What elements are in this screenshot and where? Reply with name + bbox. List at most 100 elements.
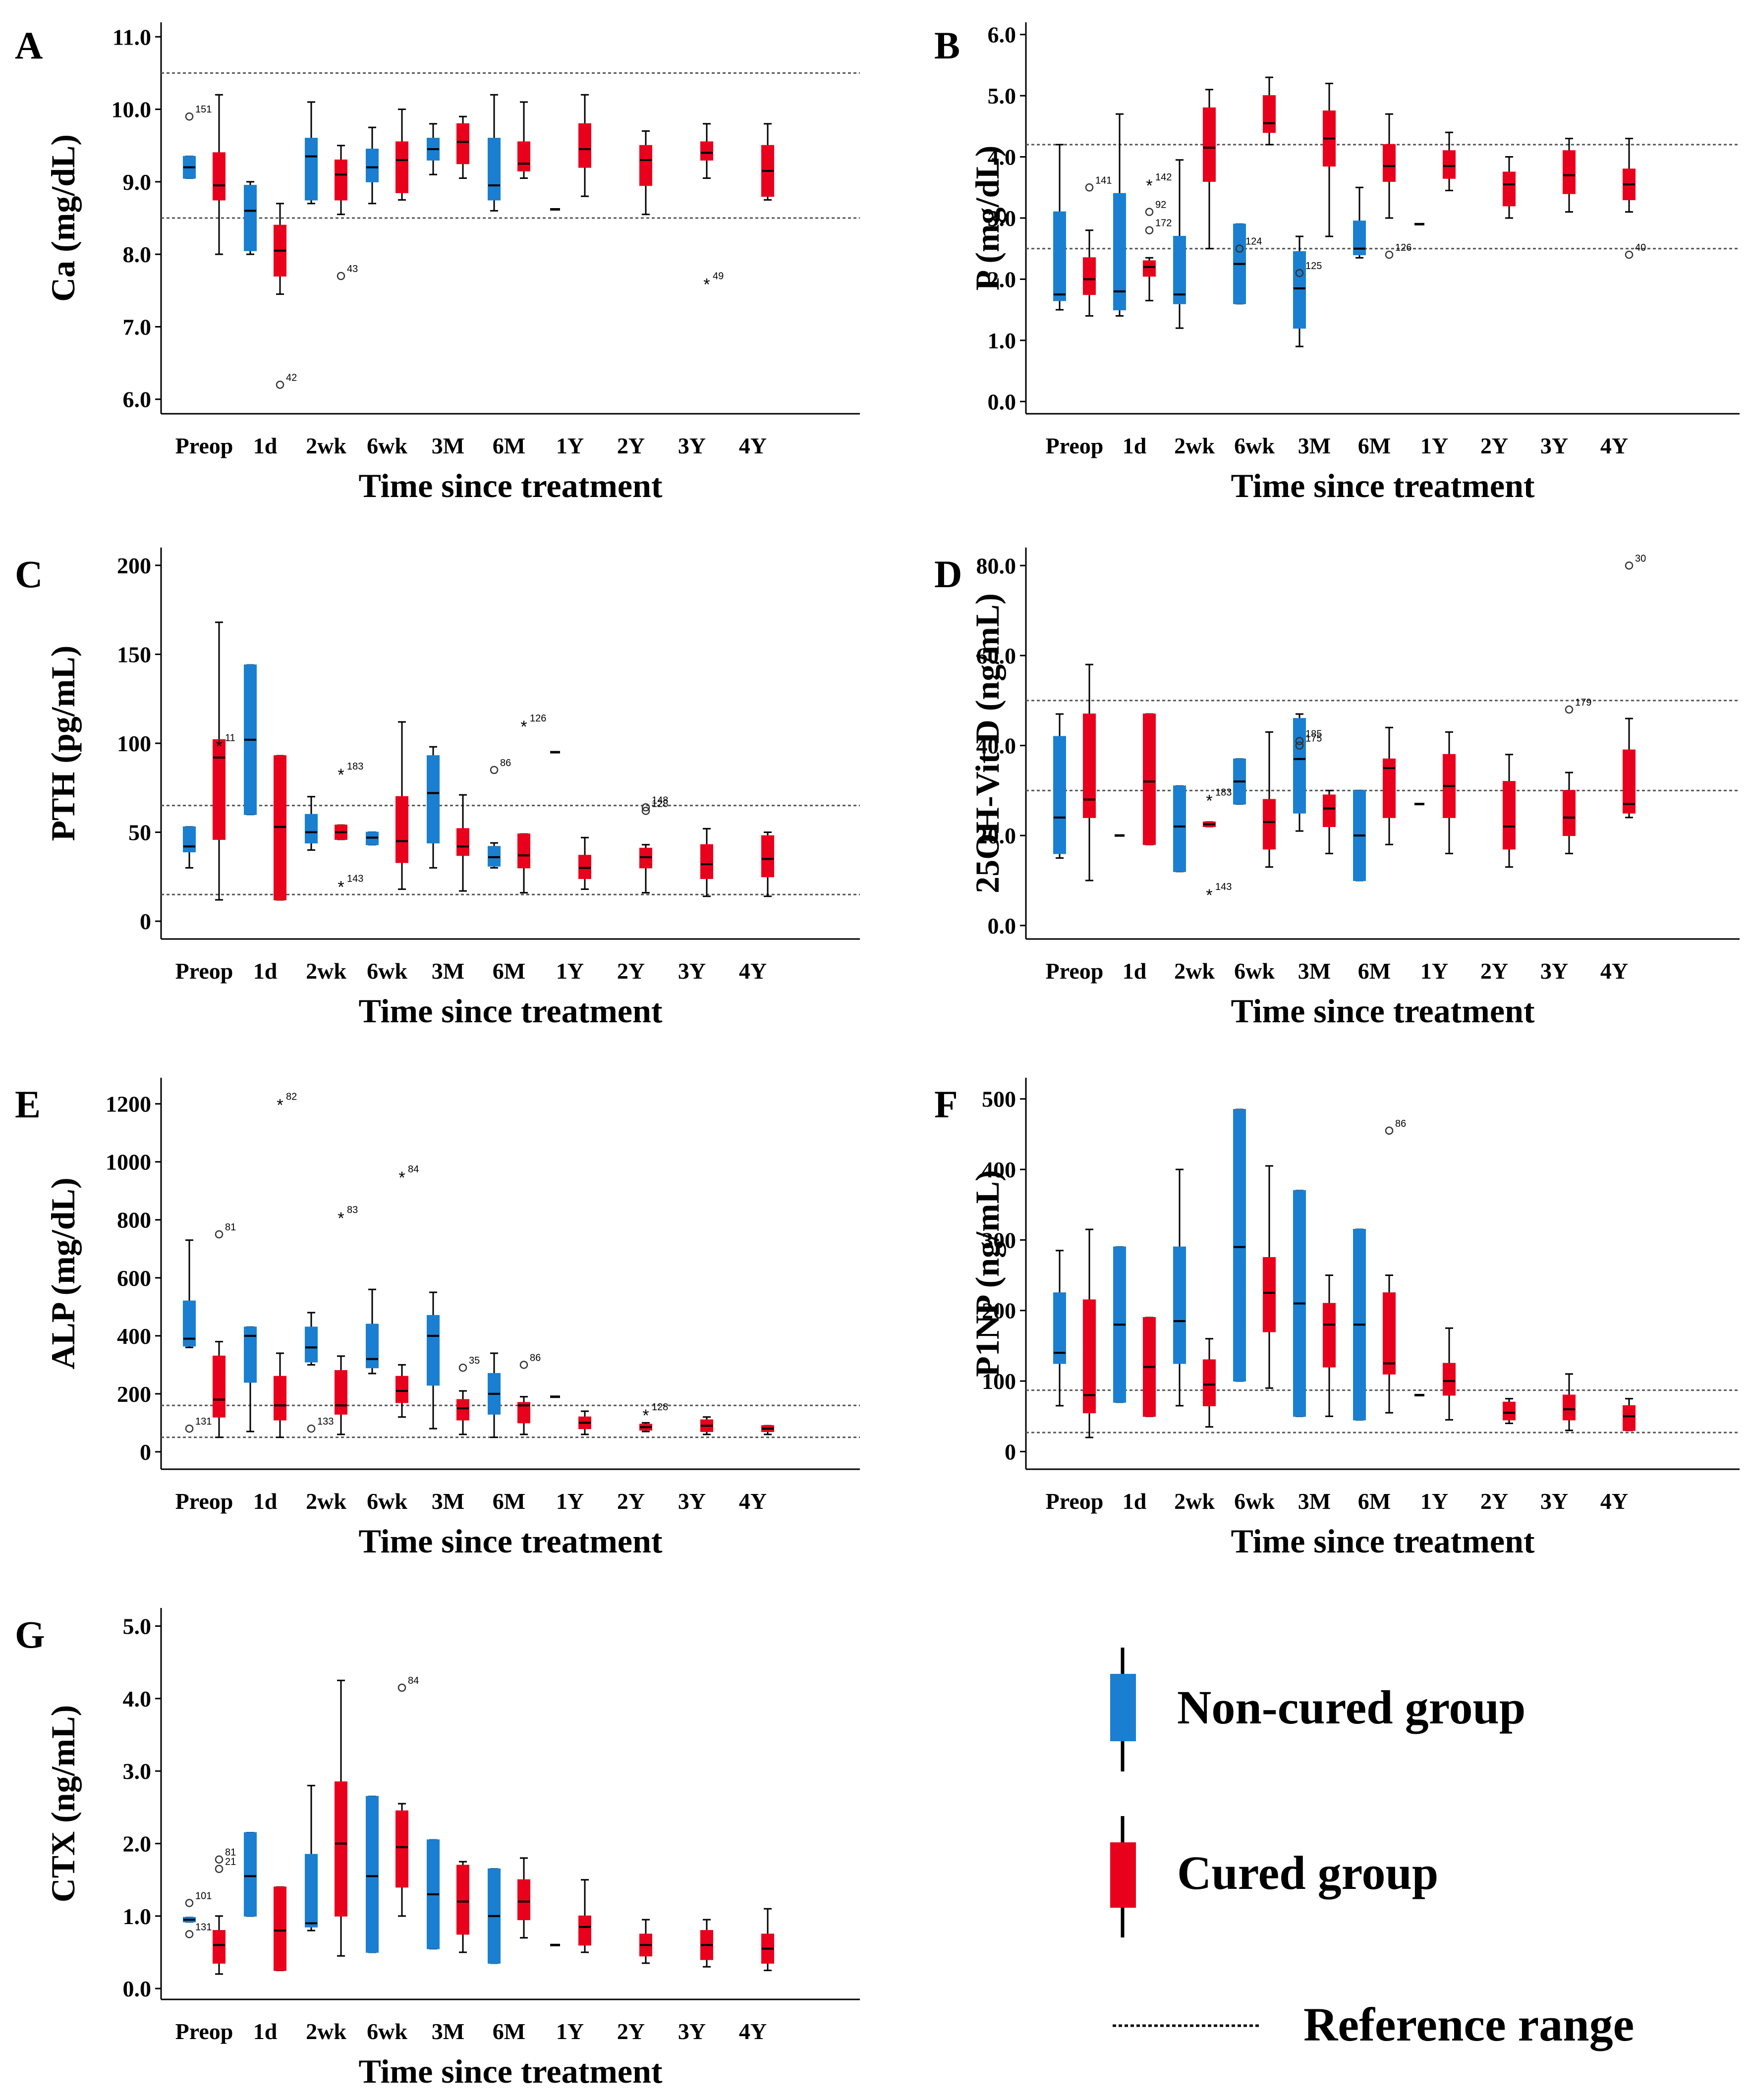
x-tick-label: 2Y: [1480, 433, 1508, 458]
y-tick-label: 3.0: [988, 206, 1016, 231]
outlier-label: 128: [652, 798, 668, 809]
outlier-circle: [1385, 1126, 1394, 1135]
box-iqr: [1503, 781, 1516, 850]
y-tick-label: 200: [982, 1298, 1016, 1324]
outlier-label: 35: [469, 1355, 480, 1366]
y-tick-label: 200: [117, 1382, 151, 1407]
box-iqr: [1323, 1303, 1336, 1368]
box-2wk: [1173, 159, 1186, 329]
x-tick-label: 3M: [432, 1489, 464, 1514]
box-iqr: [1053, 211, 1066, 301]
box-1d: [1113, 1246, 1126, 1403]
x-tick-label: Preop: [175, 1489, 233, 1514]
x-tick-label: 3Y: [678, 1489, 706, 1514]
box-iqr: [1203, 107, 1216, 182]
box-iqr: [395, 1376, 408, 1403]
box-iqr: [395, 1810, 408, 1888]
outlier-label: 126: [530, 713, 546, 724]
outlier-label: 179: [1575, 697, 1591, 708]
box-2wk: [335, 1355, 347, 1436]
y-tick-label: 20.0: [976, 823, 1016, 848]
outlier-label: 83: [347, 1205, 358, 1216]
box-iqr: [1443, 1363, 1456, 1396]
x-tick-label: 6M: [493, 958, 525, 984]
box-iqr: [700, 844, 713, 879]
box-3M: [456, 1390, 469, 1436]
x-axis-label: Time since treatment: [358, 2052, 662, 2090]
box-6wk: [1233, 1108, 1246, 1382]
y-axis-label: CTX (ng/mL): [44, 1705, 82, 1903]
y-tick-label: 40.0: [976, 733, 1016, 759]
box-6M: [517, 833, 530, 894]
x-tick-label: 1d: [1123, 958, 1147, 984]
box-Preop: [1053, 144, 1066, 311]
box-3Y: [700, 1919, 713, 1968]
outlier-circle: [397, 1683, 406, 1692]
box-3Y: [1563, 772, 1576, 854]
box-iqr: [427, 755, 440, 844]
legend-reference-label: Reference range: [1303, 1998, 1634, 2051]
box-1Y: [578, 1879, 591, 1953]
box-2wk: [1203, 89, 1216, 250]
box-4Y: [1623, 718, 1636, 819]
box-6M: [1383, 113, 1396, 219]
x-tick-label: 3M: [1298, 433, 1331, 458]
y-tick-label: 1.0: [988, 328, 1016, 353]
box-Preop: [1053, 713, 1066, 859]
box-Preop: [1053, 1250, 1066, 1407]
box-1Y: [578, 836, 591, 890]
y-tick-label: 4.0: [988, 145, 1016, 170]
y-tick-label: 2.0: [988, 267, 1016, 292]
y-tick-label: 0.0: [123, 1976, 152, 2001]
box-iqr: [183, 826, 196, 853]
box-iqr: [274, 1376, 286, 1421]
outlier-circle: [1625, 250, 1634, 259]
box-iqr: [1173, 236, 1186, 304]
box-1d: [244, 1832, 257, 1917]
box-3M: [427, 1839, 440, 1950]
y-tick-label: 1000: [106, 1150, 151, 1175]
box-iqr: [305, 1326, 318, 1363]
y-tick-label: 100: [982, 1369, 1016, 1394]
x-tick-label: 2wk: [1174, 1489, 1215, 1514]
x-tick-label: 6M: [493, 433, 525, 458]
box-1d: [244, 181, 257, 255]
panel-C: C 0 50 100 150 200 PTH (pg/mL) Preop 1d 2wk 6wk 3M 6…: [15, 548, 860, 1030]
box-6wk: [395, 1364, 408, 1418]
x-tick-label: 4Y: [1600, 433, 1628, 458]
outlier-label: 43: [347, 264, 358, 275]
box-2Y: [639, 1919, 652, 1964]
box-iqr: [761, 835, 774, 878]
x-tick-label: 3M: [1298, 958, 1331, 984]
x-tick-label: 3Y: [1540, 958, 1568, 984]
box-4Y: [761, 831, 774, 897]
x-tick-label: 1d: [253, 1489, 278, 1514]
x-tick-label: 4Y: [739, 1489, 767, 1514]
series-non_cured: 124 125: [1053, 113, 1424, 347]
box-iqr: [366, 149, 379, 182]
box-iqr: [1383, 1292, 1396, 1375]
outlier-label: 40: [1635, 242, 1646, 253]
outlier-circle: [185, 1930, 194, 1938]
box-2wk: [1173, 785, 1186, 873]
x-tick-label: Preop: [1046, 958, 1104, 984]
outlier-label: 143: [1215, 882, 1232, 892]
outlier-star: *: [520, 718, 527, 736]
box-6wk: [1263, 731, 1276, 868]
outlier-label: 84: [408, 1675, 419, 1686]
outlier-star: *: [338, 1209, 344, 1228]
y-tick-label: 0.0: [988, 913, 1016, 939]
box-2Y: [639, 130, 652, 216]
x-tick-label: 2Y: [617, 2019, 645, 2044]
panel-letter: E: [15, 1083, 41, 1126]
outlier-circle: [185, 112, 194, 121]
legend-non-cured-swatch: [1110, 1674, 1136, 1741]
outlier-label: 86: [530, 1352, 541, 1363]
outlier-star: *: [338, 878, 344, 896]
box-1d: [1143, 257, 1156, 302]
box-3M: [456, 794, 469, 892]
panel-F: F 0 100 200 300 400 500 P1NP (ng/mL) Preop 1d 2wk 6…: [934, 1078, 1740, 1560]
x-tick-label: 2Y: [617, 1489, 645, 1514]
